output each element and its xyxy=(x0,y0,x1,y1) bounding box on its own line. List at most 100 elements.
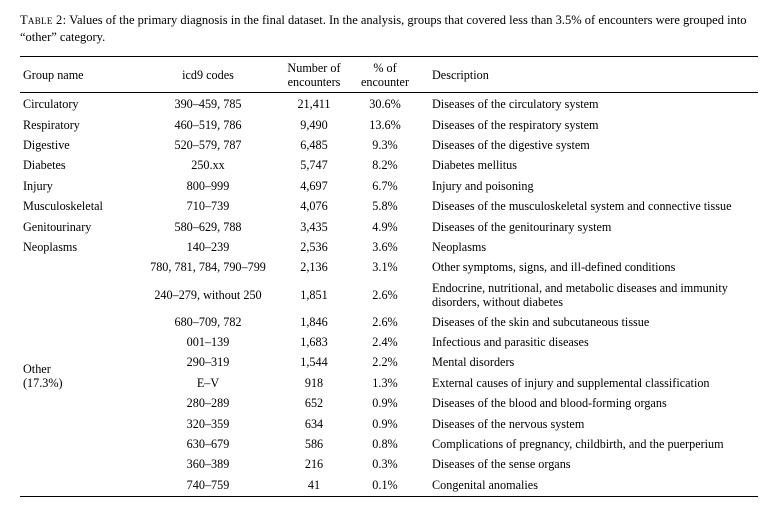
encounter-count-cell: 216 xyxy=(304,457,324,472)
group-name-cell: Musculoskeletal xyxy=(23,199,103,214)
encounter-count-cell: 21,411 xyxy=(297,97,331,112)
group-name-cell: Digestive xyxy=(23,137,70,152)
icd9-codes-cell: 800–999 xyxy=(186,178,230,193)
description-cell: External causes of injury and supplement… xyxy=(432,375,710,390)
encounter-percent-cell: 9.3% xyxy=(372,137,398,152)
encounter-count-cell: 5,747 xyxy=(300,158,328,173)
other-group-name: Other xyxy=(23,362,51,377)
encounter-percent-cell: 0.1% xyxy=(372,477,398,492)
encounter-count-cell: 652 xyxy=(304,396,324,411)
bottom-rule xyxy=(20,496,758,498)
header-percent-encounter: % of encounter xyxy=(360,60,410,89)
encounter-percent-cell: 2.6% xyxy=(372,314,398,329)
description-cell: Complications of pregnancy, childbirth, … xyxy=(432,437,724,452)
encounter-percent-cell: 2.4% xyxy=(372,335,398,350)
encounter-count-cell: 1,683 xyxy=(300,335,328,350)
table-row: 740–759 41 0.1% Congenital anomalies xyxy=(20,475,758,495)
group-name-cell: Circulatory xyxy=(23,97,79,112)
table-row: 630–679 586 0.8% Complications of pregnancy… xyxy=(20,434,758,454)
encounter-percent-cell: 13.6% xyxy=(369,117,401,132)
top-rule xyxy=(20,56,758,58)
description-cell: Mental disorders xyxy=(432,355,515,370)
table-row: Circulatory 390–459, 785 21,411 30.6% Diseas… xyxy=(20,92,758,114)
encounter-percent-cell: 0.9% xyxy=(372,396,398,411)
encounter-count-cell: 41 xyxy=(307,477,321,492)
encounter-count-cell: 918 xyxy=(304,375,324,390)
icd9-codes-cell: 390–459, 785 xyxy=(174,97,242,112)
table-row: 360–389 216 0.3% Diseases of the sense orga… xyxy=(20,454,758,474)
encounter-count-cell: 4,697 xyxy=(300,178,328,193)
encounter-count-cell: 1,851 xyxy=(300,287,328,302)
encounter-count-cell: 1,846 xyxy=(300,314,328,329)
encounter-percent-cell: 3.6% xyxy=(372,239,398,254)
icd9-codes-cell: 740–759 xyxy=(186,477,230,492)
encounter-count-cell: 9,490 xyxy=(300,117,328,132)
encounter-percent-cell: 8.2% xyxy=(372,158,398,173)
icd9-codes-cell: 630–679 xyxy=(186,437,230,452)
icd9-codes-cell: 290–319 xyxy=(186,355,230,370)
table-row: 001–139 1,683 2.4% Infectious and parasitic… xyxy=(20,332,758,352)
icd9-codes-cell: 460–519, 786 xyxy=(174,117,242,132)
description-cell: Injury and poisoning xyxy=(432,178,534,193)
group-name-cell: Injury xyxy=(23,178,53,193)
description-cell: Infectious and parasitic diseases xyxy=(432,335,589,350)
table-row: Respiratory 460–519, 786 9,490 13.6% Disease… xyxy=(20,114,758,134)
icd9-codes-cell: E–V xyxy=(196,375,220,390)
group-name-cell: Respiratory xyxy=(23,117,80,132)
table-row: 240–279, without 250 1,851 2.6% Endocrine, … xyxy=(20,278,758,312)
table-row: Other (17.3%) 780, 781, 784, 790–799 2,136 3… xyxy=(20,257,758,390)
header-icd9-codes: icd9 codes xyxy=(182,67,234,82)
encounter-count-cell: 2,536 xyxy=(300,239,328,254)
encounter-count-cell: 1,544 xyxy=(300,355,328,370)
table-label: Table 2: xyxy=(20,13,67,27)
description-cell: Diseases of the genitourinary system xyxy=(432,219,612,234)
icd9-codes-cell: 780, 781, 784, 790–799 xyxy=(150,260,266,275)
header-row: Group name icd9 codes Number of encounter… xyxy=(20,57,758,92)
description-cell: Congenital anomalies xyxy=(432,477,538,492)
icd9-codes-cell: 580–629, 788 xyxy=(174,219,242,234)
group-name-cell: Neoplasms xyxy=(23,239,78,254)
encounter-count-cell: 586 xyxy=(304,437,324,452)
header-description: Description xyxy=(432,67,489,82)
encounter-percent-cell: 6.7% xyxy=(372,178,398,193)
encounter-count-cell: 634 xyxy=(304,416,324,431)
encounter-percent-cell: 5.8% xyxy=(372,199,398,214)
encounter-count-cell: 4,076 xyxy=(300,199,328,214)
table-row: Digestive 520–579, 787 6,485 9.3% Diseases o… xyxy=(20,135,758,155)
table-row: 320–359 634 0.9% Diseases of the nervous sy… xyxy=(20,413,758,433)
other-group-percent: (17.3%) xyxy=(23,376,63,391)
table-row: 680–709, 782 1,846 2.6% Diseases of the ski… xyxy=(20,312,758,332)
icd9-codes-cell: 360–389 xyxy=(186,457,230,472)
description-cell: Neoplasms xyxy=(432,239,487,254)
icd9-codes-cell: 001–139 xyxy=(186,335,230,350)
header-rule xyxy=(20,92,758,93)
table-row: Injury 800–999 4,697 6.7% Injury and poisoni… xyxy=(20,176,758,196)
description-cell: Diseases of the sense organs xyxy=(432,457,571,472)
encounter-percent-cell: 1.3% xyxy=(372,375,398,390)
icd9-codes-cell: 680–709, 782 xyxy=(174,314,242,329)
encounter-count-cell: 6,485 xyxy=(300,137,328,152)
description-cell: Other symptoms, signs, and ill-defined c… xyxy=(432,260,676,275)
encounter-percent-cell: 30.6% xyxy=(369,97,401,112)
icd9-codes-cell: 280–289 xyxy=(186,396,230,411)
encounter-percent-cell: 0.9% xyxy=(372,416,398,431)
caption-text: Values of the primary diagnosis in the f… xyxy=(20,13,747,44)
diagnosis-table: Group name icd9 codes Number of encounter… xyxy=(20,57,758,495)
description-cell: Diseases of the blood and blood-forming … xyxy=(432,396,667,411)
table-row: 280–289 652 0.9% Diseases of the blood and … xyxy=(20,393,758,413)
description-cell: Diseases of the respiratory system xyxy=(432,117,599,132)
other-group-cell: Other (17.3%) xyxy=(20,257,138,495)
description-cell: Diseases of the nervous system xyxy=(432,416,585,431)
table-body: Circulatory 390–459, 785 21,411 30.6% Diseas… xyxy=(20,92,758,495)
encounter-percent-cell: 0.3% xyxy=(372,457,398,472)
table-row: E–V 918 1.3% External causes of injury and … xyxy=(20,373,758,393)
encounter-count-cell: 2,136 xyxy=(300,260,328,275)
icd9-codes-cell: 710–739 xyxy=(186,199,230,214)
description-cell: Diabetes mellitus xyxy=(432,158,517,173)
group-name-cell: Genitourinary xyxy=(23,219,92,234)
table-row: 290–319 1,544 2.2% Mental disorders xyxy=(20,352,758,372)
description-cell: Diseases of the musculoskeletal system a… xyxy=(432,199,732,214)
encounter-percent-cell: 0.8% xyxy=(372,437,398,452)
icd9-codes-cell: 320–359 xyxy=(186,416,230,431)
description-cell: Diseases of the digestive system xyxy=(432,137,590,152)
